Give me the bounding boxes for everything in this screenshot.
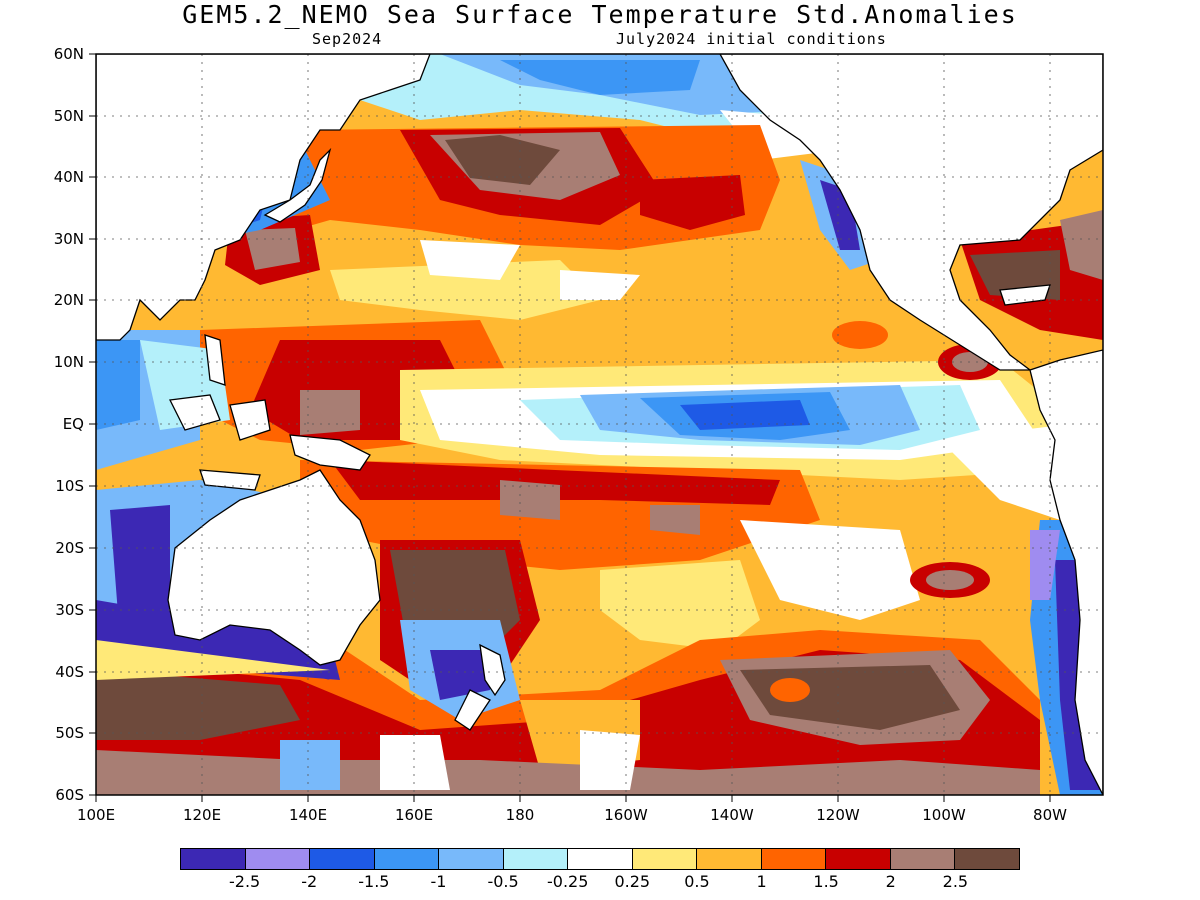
lat-label: 30S — [55, 601, 84, 619]
legend-label: -2 — [301, 872, 318, 891]
legend-swatch — [697, 849, 762, 869]
initial-conditions: July2024 initial conditions — [616, 30, 887, 48]
legend-label: 1 — [756, 872, 767, 891]
lon-label: 140E — [289, 806, 327, 824]
lat-label: 50N — [54, 107, 84, 125]
legend-label: 0.5 — [684, 872, 710, 891]
south-america-landmass — [1029, 349, 1103, 795]
lat-label: 20N — [54, 291, 84, 309]
new-guinea-landmass — [289, 434, 371, 471]
legend-swatch — [761, 849, 827, 869]
lat-label: 60N — [54, 45, 84, 63]
legend-label: 2.5 — [942, 872, 969, 891]
forecast-month: Sep2024 — [312, 30, 383, 48]
legend-label: -0.5 — [487, 872, 519, 891]
lon-label: 80W — [1033, 806, 1067, 824]
lon-label: 120W — [816, 806, 860, 824]
continents — [96, 54, 1103, 795]
lat-labels: 60N 50N 40N 30N 20N 10N EQ 10S 20S 30S 4… — [54, 45, 84, 804]
legend-swatch — [890, 849, 956, 869]
lon-label: 160E — [395, 806, 433, 824]
map-title: GEM5.2_NEMO Sea Surface Temperature Std.… — [182, 0, 1018, 29]
legend-label: -1 — [430, 872, 447, 891]
legend-swatch — [310, 849, 375, 869]
legend-swatch — [181, 849, 246, 869]
lat-label: 40N — [54, 168, 84, 186]
legend-label: -0.25 — [546, 872, 589, 891]
lon-label: 160W — [604, 806, 648, 824]
lat-label: 10S — [55, 477, 84, 495]
japan-landmass — [263, 147, 332, 223]
lon-label: 180 — [506, 806, 535, 824]
lat-label: EQ — [63, 415, 84, 433]
lat-label: 60S — [55, 786, 84, 804]
legend-swatch — [826, 849, 891, 869]
legend-label: 2 — [885, 872, 896, 891]
lat-label: 50S — [55, 724, 84, 742]
new-zealand-landmass — [479, 643, 506, 697]
tick-marks — [89, 53, 1051, 802]
asia-landmass — [96, 54, 431, 341]
legend-swatch — [632, 849, 698, 869]
lat-lon-grid — [96, 54, 1103, 795]
legend-swatch — [374, 849, 440, 869]
lon-label: 100E — [77, 806, 115, 824]
legend-label: 0.25 — [614, 872, 651, 891]
legend-swatch — [503, 849, 569, 869]
color-scale-bar — [180, 848, 1020, 870]
lon-label: 100W — [922, 806, 966, 824]
lon-labels: 100E 120E 140E 160E 180 160W 140W 120W 1… — [77, 806, 1067, 824]
color-scale-labels: -2.5 -2 -1.5 -1 -0.5 -0.25 0.25 0.5 1 1.5 2 2.5 — [180, 872, 1020, 894]
legend-label: 1.5 — [813, 872, 839, 891]
north-america-landmass — [719, 54, 1103, 371]
legend-label: -1.5 — [358, 872, 390, 891]
legend-swatch — [439, 849, 504, 869]
lat-label: 20S — [55, 539, 84, 557]
lon-label: 140W — [710, 806, 754, 824]
lat-label: 10N — [54, 353, 84, 371]
lat-label: 30N — [54, 230, 84, 248]
legend-label: -2.5 — [229, 872, 261, 891]
lat-label: 40S — [55, 663, 84, 681]
legend-swatch — [568, 849, 633, 869]
lon-label: 120E — [183, 806, 221, 824]
australia-landmass — [167, 469, 381, 666]
legend-swatch — [955, 849, 1019, 869]
legend-swatch — [245, 849, 311, 869]
